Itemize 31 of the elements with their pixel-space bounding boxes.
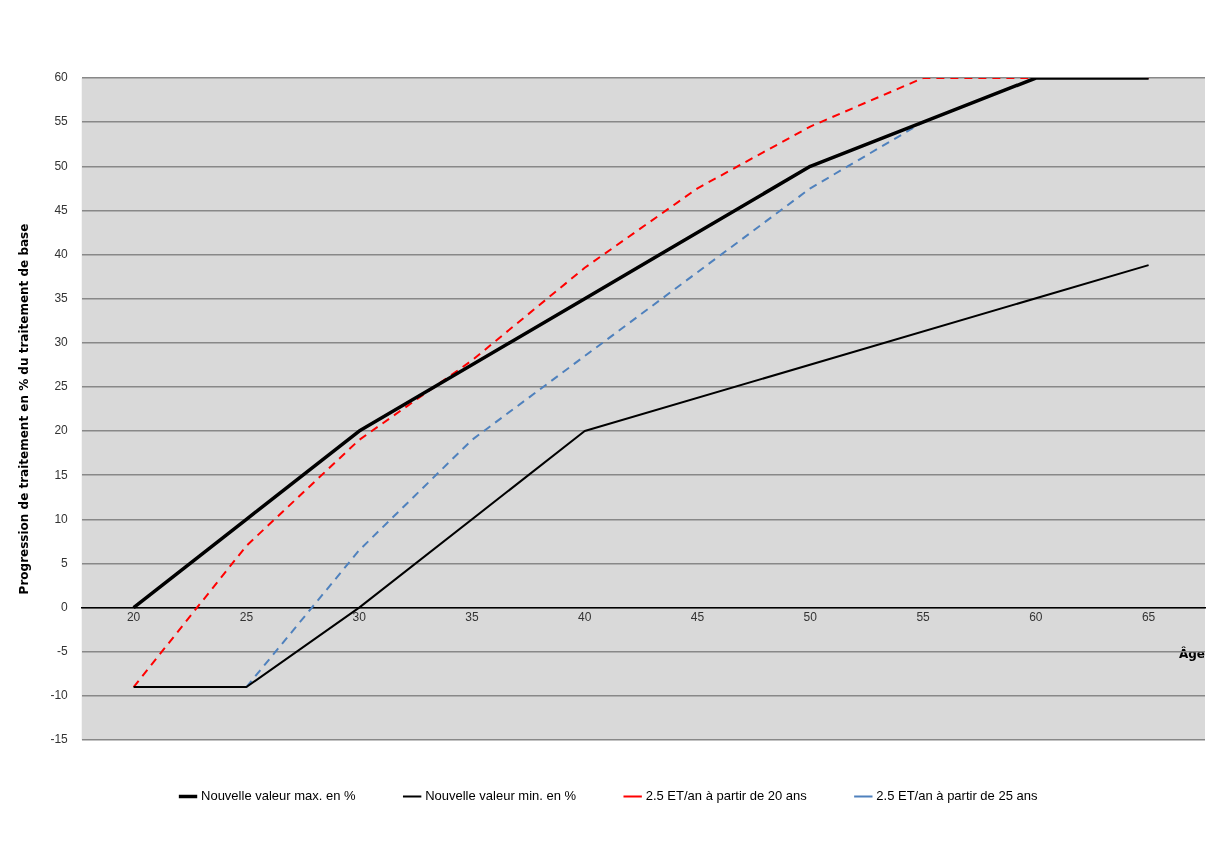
y-tick-label: 10 (54, 511, 69, 526)
x-tick-label: 60 (1029, 610, 1043, 625)
x-tick-label: 30 (352, 610, 367, 625)
legend-label: 2.5 ET/an à partir de 20 ans (645, 788, 808, 804)
x-tick-label: 55 (916, 610, 931, 625)
x-tick-label: 45 (690, 610, 705, 625)
y-tick-label: 5 (61, 555, 69, 570)
y-tick-label: -15 (50, 732, 69, 747)
x-tick-label: 40 (578, 610, 592, 625)
y-tick-label: -10 (50, 688, 69, 703)
y-axis-title: Progression de traitement en % du traitement de base (17, 223, 32, 595)
legend-label: Nouvelle valeur min. en % (425, 788, 577, 804)
x-tick-label: 20 (126, 610, 141, 625)
x-tick-label: 50 (803, 610, 818, 625)
x-tick-label: 65 (1141, 610, 1156, 625)
y-tick-label: 45 (54, 202, 69, 217)
y-tick-label: 25 (54, 379, 69, 394)
y-tick-label: 20 (54, 423, 69, 438)
y-tick-label: 60 (54, 70, 69, 85)
legend-label: 2.5 ET/an à partir de 25 ans (876, 788, 1038, 804)
y-tick-label: 50 (54, 158, 69, 173)
legend-label: Nouvelle valeur max. en % (201, 788, 357, 804)
x-tick-label: 35 (465, 610, 479, 625)
y-tick-label: 55 (54, 114, 69, 129)
y-tick-label: 35 (54, 290, 69, 305)
x-tick-label: 25 (239, 610, 254, 625)
y-tick-label: 0 (61, 599, 69, 614)
y-tick-label: 40 (54, 246, 69, 261)
y-tick-label: 15 (54, 467, 69, 482)
y-tick-label: 30 (54, 335, 69, 350)
y-tick-label: -5 (57, 644, 69, 659)
